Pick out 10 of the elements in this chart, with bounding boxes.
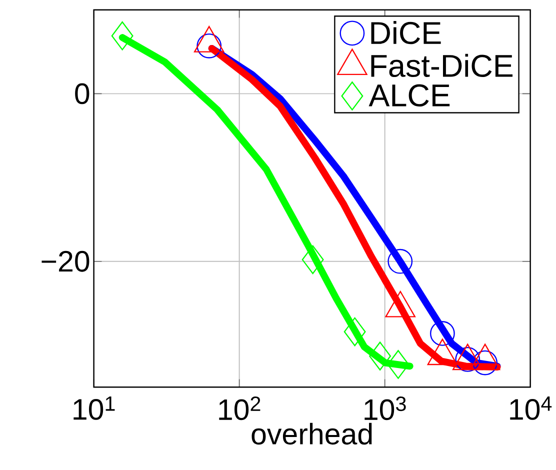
y-tick-label: −20 [42, 250, 90, 272]
legend-label: Fast-DiCE [371, 54, 513, 78]
x-tick-label: 10$^{2}$ [219, 396, 260, 420]
y-tick-label: 0 [75, 83, 90, 104]
legend-label: ALCE [368, 84, 450, 107]
x-tick-label: 10$^{3}$ [364, 396, 406, 420]
x-tick-label: 10$^{4}$ [510, 396, 552, 420]
x-tick-label: 10$^{1}$ [74, 396, 115, 420]
legend-label: DiCE [371, 21, 441, 44]
x-axis-title: overhead [252, 422, 372, 445]
